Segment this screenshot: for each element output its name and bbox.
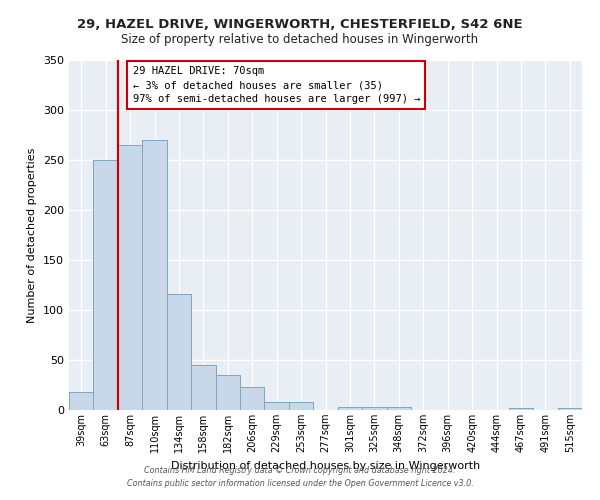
Bar — [338, 407, 362, 410]
Bar — [191, 365, 215, 410]
Bar — [69, 392, 94, 410]
Bar — [167, 294, 191, 410]
Bar — [289, 402, 313, 410]
Bar — [386, 407, 411, 410]
Y-axis label: Number of detached properties: Number of detached properties — [28, 148, 37, 322]
Bar — [240, 387, 265, 410]
Text: 29 HAZEL DRIVE: 70sqm
← 3% of detached houses are smaller (35)
97% of semi-detac: 29 HAZEL DRIVE: 70sqm ← 3% of detached h… — [133, 66, 420, 104]
Bar — [338, 407, 362, 410]
Bar — [240, 387, 265, 410]
Bar — [215, 375, 240, 410]
Bar — [362, 407, 386, 410]
Bar — [118, 145, 142, 410]
Bar — [142, 140, 167, 410]
Bar — [509, 408, 533, 410]
Text: Contains HM Land Registry data © Crown copyright and database right 2024.
Contai: Contains HM Land Registry data © Crown c… — [127, 466, 473, 487]
Bar — [362, 407, 386, 410]
Bar — [215, 375, 240, 410]
Bar — [191, 365, 215, 410]
Bar — [94, 160, 118, 410]
Bar — [167, 294, 191, 410]
Bar — [118, 145, 142, 410]
Text: Size of property relative to detached houses in Wingerworth: Size of property relative to detached ho… — [121, 32, 479, 46]
Bar — [265, 402, 289, 410]
Bar — [557, 408, 582, 410]
Text: 29, HAZEL DRIVE, WINGERWORTH, CHESTERFIELD, S42 6NE: 29, HAZEL DRIVE, WINGERWORTH, CHESTERFIE… — [77, 18, 523, 30]
Bar — [69, 392, 94, 410]
Bar — [289, 402, 313, 410]
X-axis label: Distribution of detached houses by size in Wingerworth: Distribution of detached houses by size … — [171, 460, 480, 470]
Bar — [509, 408, 533, 410]
Bar — [557, 408, 582, 410]
Bar — [94, 160, 118, 410]
Bar — [265, 402, 289, 410]
Bar — [386, 407, 411, 410]
Bar — [142, 140, 167, 410]
